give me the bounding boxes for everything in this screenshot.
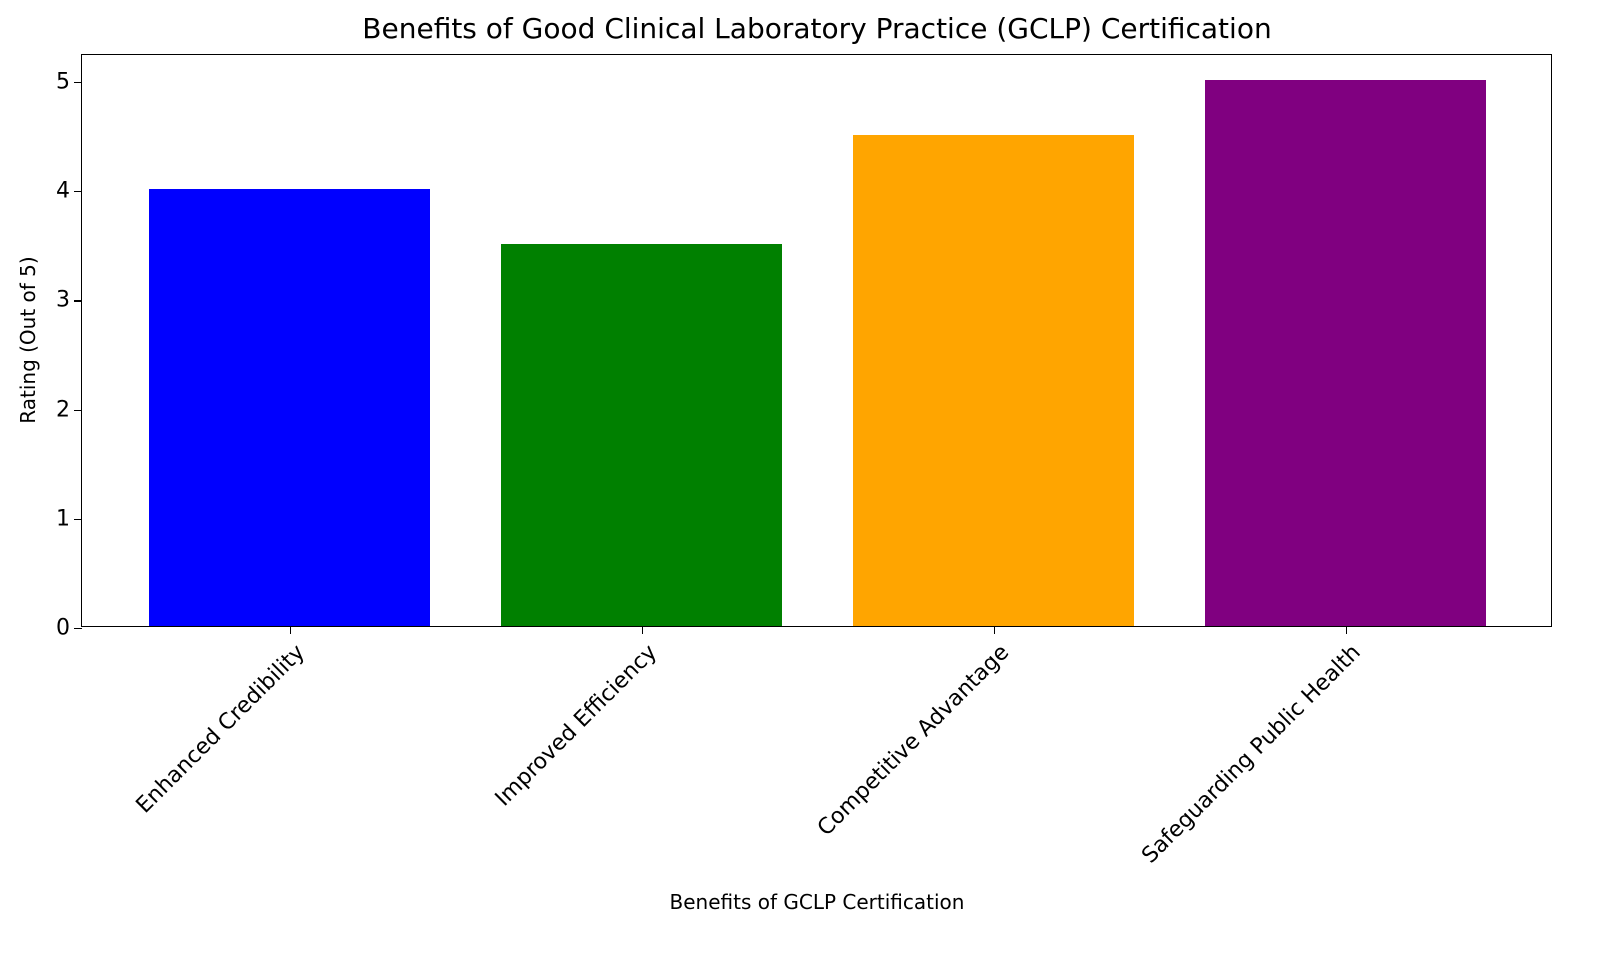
y-tick (74, 300, 82, 302)
y-tick-label: 4 (56, 178, 70, 204)
bar-enhanced-credibility (149, 189, 430, 626)
y-tick (74, 518, 82, 521)
y-tick-label: 0 (56, 615, 70, 641)
chart-title: Benefits of Good Clinical Laboratory Pra… (362, 12, 1272, 45)
bar-improved-efficiency (501, 243, 782, 626)
x-tick-label: Improved Efficiency (490, 640, 663, 812)
y-tick (74, 191, 82, 193)
bar-competitive-advantage (853, 134, 1134, 626)
x-tick (993, 626, 995, 634)
x-tick (289, 626, 291, 634)
y-tick-label: 1 (56, 506, 70, 532)
y-axis-label: Rating (Out of 5) (16, 256, 40, 424)
y-tick-label: 2 (56, 397, 70, 423)
x-tick-label: Competitive Advantage (813, 640, 1015, 842)
y-tick (74, 628, 82, 630)
x-tick (1345, 626, 1347, 634)
y-tick-label: 5 (56, 69, 70, 95)
x-tick-label: Safeguarding Public Health (1137, 640, 1367, 869)
plot-area: 0 1 2 3 4 5 (56, 54, 1552, 641)
x-tick (641, 626, 643, 634)
y-tick (74, 409, 82, 411)
x-axis-label: Benefits of GCLP Certification (669, 890, 965, 914)
y-tick (74, 82, 82, 84)
x-tick-label: Enhanced Credibility (131, 640, 311, 819)
bar-safeguarding-public-health (1205, 80, 1486, 626)
y-tick-label: 3 (56, 287, 70, 313)
